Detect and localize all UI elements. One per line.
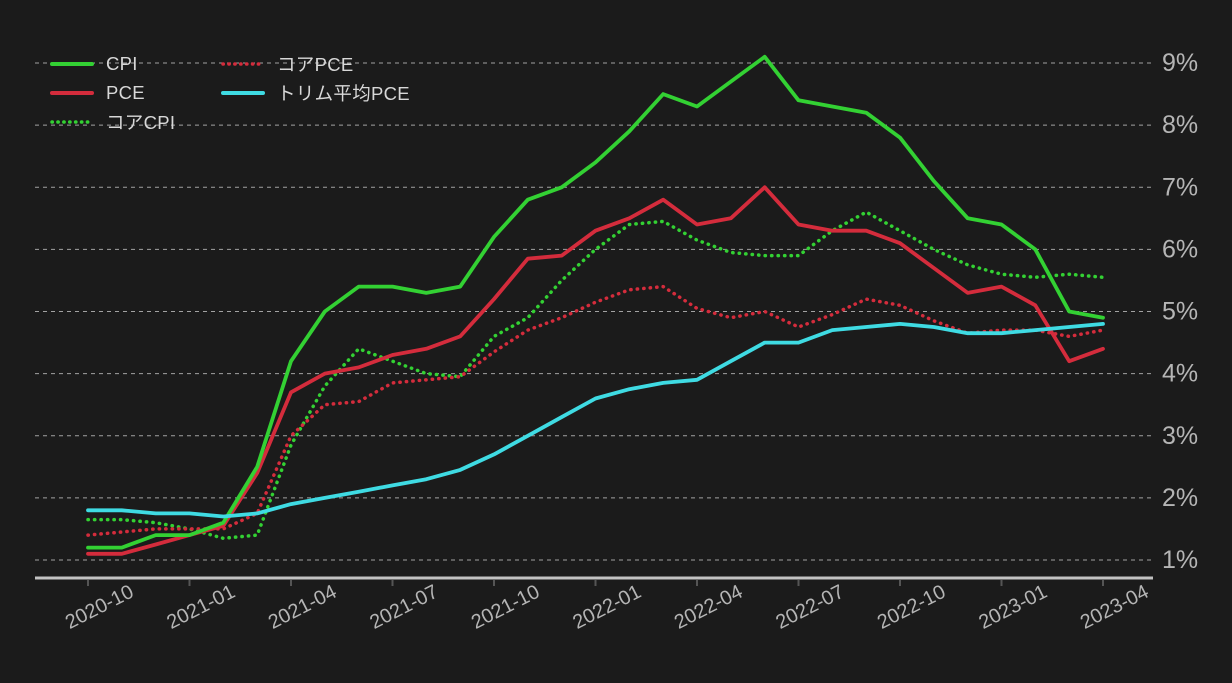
y-axis-labels: 1% 2% 3% 4% 5% 6% 7% 8% 9% bbox=[1162, 49, 1198, 574]
y-tick-label: 1% bbox=[1162, 546, 1198, 574]
legend-item-core-cpi[interactable]: コアCPI bbox=[50, 107, 175, 136]
legend-line-sample-core-pce bbox=[221, 61, 265, 66]
series-line-core-pce bbox=[86, 284, 1105, 537]
legend-item-core-pce[interactable]: コアPCE bbox=[221, 49, 410, 78]
series-line-cpi bbox=[86, 54, 1105, 550]
y-tick-label: 3% bbox=[1162, 422, 1198, 450]
x-tick-label: 2022-10 bbox=[874, 581, 949, 634]
y-tick-label: 9% bbox=[1162, 49, 1198, 77]
series-line-pce bbox=[86, 185, 1105, 556]
legend-line-sample-cpi bbox=[50, 61, 94, 66]
x-axis-labels: 2020-10 2021-01 2021-04 2021-07 2021-10 2022-… bbox=[62, 581, 1152, 634]
y-tick-label: 2% bbox=[1162, 484, 1198, 512]
x-tick-label: 2022-04 bbox=[671, 581, 746, 634]
legend-column-1: コアPCE トリム平均PCE bbox=[221, 49, 410, 107]
y-tick-label: 7% bbox=[1162, 173, 1198, 201]
legend-column-0: CPI PCE コアCPI bbox=[50, 49, 175, 136]
y-tick-label: 8% bbox=[1162, 111, 1198, 139]
x-tick-label: 2021-07 bbox=[366, 581, 441, 634]
x-tick-label: 2023-04 bbox=[1077, 581, 1152, 634]
x-tick-label: 2021-01 bbox=[163, 581, 238, 634]
legend-item-trimmed-mean-pce[interactable]: トリム平均PCE bbox=[221, 78, 410, 107]
x-tick-label: 2022-07 bbox=[772, 581, 847, 634]
x-tick-label: 2021-04 bbox=[265, 581, 340, 634]
legend-line-sample-core-cpi bbox=[50, 119, 94, 124]
legend-item-cpi[interactable]: CPI bbox=[50, 49, 175, 78]
legend-label-cpi: CPI bbox=[106, 52, 138, 74]
series-line-core-cpi bbox=[86, 210, 1105, 541]
legend-line-sample-pce bbox=[50, 90, 94, 95]
x-axis-ticks bbox=[87, 580, 1104, 586]
x-tick-label: 2023-01 bbox=[975, 581, 1050, 634]
x-tick-label: 2020-10 bbox=[62, 581, 137, 634]
y-tick-label: 6% bbox=[1162, 235, 1198, 263]
legend-label-trimmed-mean-pce: トリム平均PCE bbox=[277, 82, 410, 104]
legend-label-core-pce: コアPCE bbox=[277, 53, 354, 75]
legend-item-pce[interactable]: PCE bbox=[50, 78, 175, 107]
series-lines bbox=[86, 54, 1105, 556]
legend-label-pce: PCE bbox=[106, 81, 145, 103]
x-tick-label: 2022-01 bbox=[569, 581, 644, 634]
gridlines bbox=[35, 62, 1153, 561]
x-tick-label: 2021-10 bbox=[468, 581, 543, 634]
y-tick-label: 5% bbox=[1162, 298, 1198, 326]
series-line-trimmed-mean-pce bbox=[86, 322, 1105, 519]
legend-label-core-cpi: コアCPI bbox=[106, 111, 176, 133]
legend-line-sample-trimmed-mean-pce bbox=[221, 90, 265, 95]
y-tick-label: 4% bbox=[1162, 360, 1198, 388]
